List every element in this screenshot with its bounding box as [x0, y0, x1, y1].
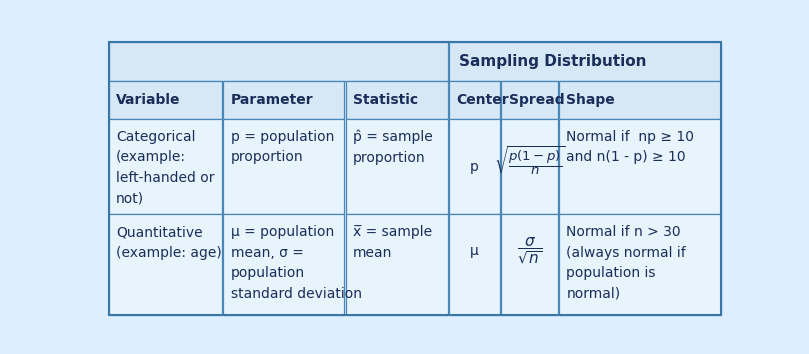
Bar — [449, 42, 721, 81]
Text: Sampling Distribution: Sampling Distribution — [459, 54, 646, 69]
Text: p̂ = sample
proportion: p̂ = sample proportion — [354, 130, 433, 165]
Bar — [345, 119, 448, 214]
Text: Categorical
(example:
left-handed or
not): Categorical (example: left-handed or not… — [116, 130, 214, 206]
Text: Statistic: Statistic — [354, 93, 418, 107]
Bar — [108, 81, 222, 119]
Text: $\dfrac{\sigma}{\sqrt{n}}$: $\dfrac{\sigma}{\sqrt{n}}$ — [517, 235, 542, 266]
Text: μ = population
mean, σ =
population
standard deviation: μ = population mean, σ = population stan… — [231, 225, 362, 301]
Bar — [449, 214, 500, 314]
Text: Parameter: Parameter — [231, 93, 314, 107]
Text: x̅ = sample
mean: x̅ = sample mean — [354, 225, 432, 260]
Text: Normal if  np ≥ 10
and n(1 - p) ≥ 10: Normal if np ≥ 10 and n(1 - p) ≥ 10 — [566, 130, 694, 164]
Bar — [345, 214, 448, 314]
Bar — [449, 119, 500, 214]
Text: p = population
proportion: p = population proportion — [231, 130, 334, 164]
Text: Spread: Spread — [509, 93, 565, 107]
Bar — [559, 81, 721, 119]
Bar — [223, 119, 345, 214]
Bar — [449, 81, 500, 119]
Bar — [108, 214, 222, 314]
Bar — [501, 119, 557, 214]
Bar — [223, 214, 345, 314]
Text: μ: μ — [470, 244, 479, 258]
Text: Quantitative
(example: age): Quantitative (example: age) — [116, 225, 222, 260]
Bar — [559, 214, 721, 314]
Bar — [559, 119, 721, 214]
Text: Shape: Shape — [566, 93, 615, 107]
Bar — [108, 42, 448, 81]
Text: Normal if n > 30
(always normal if
population is
normal): Normal if n > 30 (always normal if popul… — [566, 225, 686, 301]
Bar — [345, 81, 448, 119]
Text: $\sqrt{\dfrac{p(1-p)}{n}}$: $\sqrt{\dfrac{p(1-p)}{n}}$ — [493, 144, 565, 178]
Bar — [223, 81, 345, 119]
Bar — [108, 119, 222, 214]
Text: p: p — [470, 160, 479, 173]
Bar — [501, 214, 557, 314]
Text: Center: Center — [456, 93, 509, 107]
Bar — [501, 81, 557, 119]
Text: Variable: Variable — [116, 93, 180, 107]
